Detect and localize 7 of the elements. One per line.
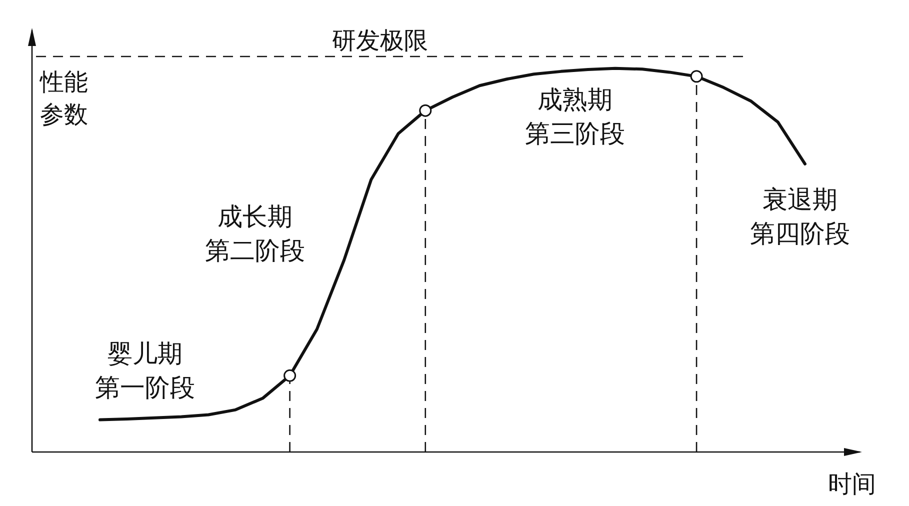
annotation: 婴儿期第一阶段 <box>95 339 195 402</box>
annotation: 衰退期第四阶段 <box>750 185 850 248</box>
y-axis-title: 性能参数 <box>39 68 88 128</box>
x-axis-title: 时间 <box>828 470 876 498</box>
annotation: 成熟期第三阶段 <box>525 85 625 148</box>
annotation: 成长期第二阶段 <box>205 202 305 265</box>
ref-line-label: 研发极限 <box>332 26 428 54</box>
